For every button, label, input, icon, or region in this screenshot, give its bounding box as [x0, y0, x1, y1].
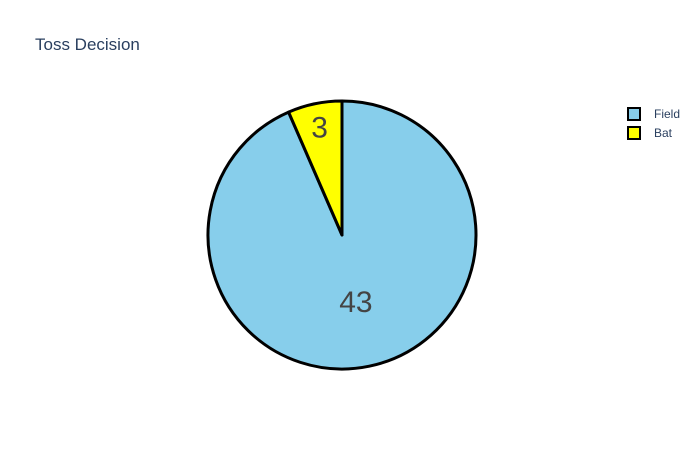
legend-item-field[interactable]: Field: [627, 107, 680, 121]
pie-slice-bat[interactable]: [287, 99, 344, 237]
slice-value-label-field: 43: [339, 286, 372, 319]
legend-label-field: Field: [654, 107, 680, 121]
legend-swatch-bat: [627, 126, 641, 140]
pie-slice-labels: 43 3: [311, 111, 372, 318]
legend-swatch-field: [627, 107, 641, 121]
legend: Field Bat: [627, 107, 680, 140]
pie-slices: [206, 99, 478, 371]
slice-value-label-bat: 3: [311, 111, 328, 144]
legend-label-bat: Bat: [654, 126, 673, 140]
legend-item-bat[interactable]: Bat: [627, 126, 673, 140]
chart-title: Toss Decision: [35, 35, 140, 54]
